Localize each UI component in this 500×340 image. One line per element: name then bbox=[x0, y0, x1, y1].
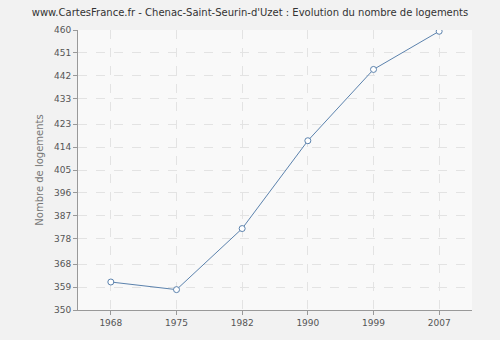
svg-text:1968: 1968 bbox=[99, 318, 122, 328]
svg-text:414: 414 bbox=[54, 142, 71, 152]
svg-text:442: 442 bbox=[54, 71, 71, 81]
svg-text:1982: 1982 bbox=[231, 318, 254, 328]
svg-text:451: 451 bbox=[54, 48, 71, 58]
svg-text:1990: 1990 bbox=[296, 318, 319, 328]
svg-text:1975: 1975 bbox=[165, 318, 188, 328]
svg-text:405: 405 bbox=[54, 165, 71, 175]
svg-text:2007: 2007 bbox=[428, 318, 451, 328]
svg-text:387: 387 bbox=[54, 211, 71, 221]
svg-text:368: 368 bbox=[54, 259, 71, 269]
svg-text:359: 359 bbox=[54, 282, 71, 292]
svg-text:www.CartesFrance.fr - Chenac-S: www.CartesFrance.fr - Chenac-Saint-Seuri… bbox=[32, 7, 469, 18]
svg-text:423: 423 bbox=[54, 119, 71, 129]
svg-text:396: 396 bbox=[54, 188, 71, 198]
svg-text:Nombre de logements: Nombre de logements bbox=[34, 114, 45, 225]
svg-text:460: 460 bbox=[54, 25, 71, 35]
svg-text:350: 350 bbox=[54, 305, 71, 315]
svg-text:378: 378 bbox=[54, 234, 71, 244]
svg-text:433: 433 bbox=[54, 94, 71, 104]
svg-text:1999: 1999 bbox=[362, 318, 385, 328]
